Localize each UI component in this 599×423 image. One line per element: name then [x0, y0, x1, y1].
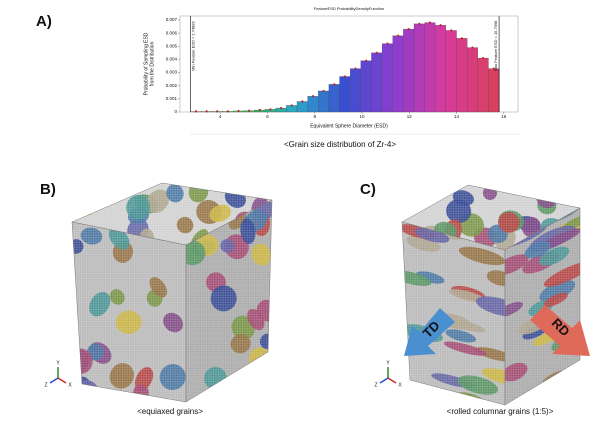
bar-marker — [408, 28, 410, 30]
triad-axis — [388, 378, 396, 383]
bar-marker — [216, 110, 218, 112]
bar-marker — [312, 95, 314, 97]
bar-marker — [376, 52, 378, 54]
bar — [488, 69, 499, 112]
histogram: FeatureESD ProbabilityDensityFunction Equ… — [143, 6, 518, 129]
bar-marker — [269, 108, 271, 110]
bar — [382, 44, 393, 112]
bar-marker — [439, 24, 441, 26]
y-tick-label: 0.005 — [166, 43, 178, 48]
triad-label: Z — [374, 382, 377, 388]
mesh — [72, 222, 186, 402]
caption: <rolled columnar grains (1:5)> — [447, 407, 554, 416]
bar — [457, 38, 468, 112]
figure: A) B) C) <Grain size distribution of Zr-… — [0, 0, 599, 423]
x-tick-label: 12 — [407, 114, 413, 119]
bar-marker — [259, 109, 261, 111]
caption: <equiaxed grains> — [137, 407, 203, 416]
bar — [297, 101, 308, 112]
bar — [425, 23, 436, 112]
annotation-text: Min Feature ESD = 2.74882 — [191, 20, 196, 70]
bar — [414, 24, 425, 112]
y-tick-label: 0.002 — [166, 83, 178, 88]
y-tick-label: 0.004 — [166, 57, 178, 62]
bar-marker — [482, 57, 484, 59]
x-tick-label: 8 — [313, 114, 316, 119]
x-tick-label: 6 — [266, 114, 269, 119]
bar — [318, 91, 329, 112]
bar-marker — [450, 29, 452, 31]
x-tick-label: 16 — [501, 114, 507, 119]
panel-label: C) — [360, 181, 376, 198]
triad-axis — [380, 378, 388, 383]
grain — [242, 174, 266, 198]
bar — [329, 84, 340, 112]
chart-title: FeatureESD ProbabilityDensityFunction — [314, 6, 384, 11]
bar-marker — [386, 43, 388, 45]
panel-label: B) — [40, 181, 56, 198]
bar-marker — [365, 60, 367, 62]
bar — [446, 30, 457, 112]
bar-marker — [429, 21, 431, 23]
caption: <Grain size distribution of Zr-4> — [284, 140, 396, 149]
triad-label: X — [68, 382, 72, 388]
x-axis-label: Equivalent Sphere Diameter (ESD) — [310, 123, 388, 129]
bar — [371, 53, 382, 112]
y-tick-label: 0 — [174, 109, 177, 114]
annotation-text: Max Feature ESD = 15.7998 — [493, 20, 498, 72]
bar-marker — [354, 68, 356, 70]
grain — [72, 188, 96, 213]
x-tick-label: 4 — [219, 114, 222, 119]
grain — [540, 178, 560, 197]
bar-marker — [227, 110, 229, 112]
bar-marker — [322, 90, 324, 92]
bar — [478, 58, 489, 112]
y-tick-label: 0.006 — [166, 30, 178, 35]
grain — [65, 189, 82, 207]
bar-marker — [237, 110, 239, 112]
bar — [403, 29, 414, 112]
triad-axis — [58, 378, 66, 383]
bar-marker — [205, 110, 207, 112]
mesh — [402, 222, 505, 405]
triad-label: X — [398, 382, 402, 388]
bar — [435, 25, 446, 112]
triad-axis — [50, 378, 58, 383]
x-tick-label: 10 — [359, 114, 365, 119]
bar-marker — [418, 23, 420, 25]
triad-label: Y — [386, 360, 390, 366]
bar — [308, 96, 319, 112]
bar-marker — [471, 46, 473, 48]
bar-marker — [344, 75, 346, 77]
bar — [467, 48, 478, 112]
bar — [350, 69, 361, 112]
y-tick-label: 0.007 — [166, 17, 178, 22]
bar — [340, 76, 351, 112]
y-tick-label: 0.003 — [166, 70, 178, 75]
bar-marker — [333, 83, 335, 85]
bar-marker — [195, 110, 197, 112]
y-axis-label: from the Distribution — [149, 41, 155, 86]
bar-marker — [461, 37, 463, 39]
triad-label: Z — [44, 382, 47, 388]
y-tick-label: 0.001 — [166, 96, 178, 101]
triad-label: Y — [56, 360, 60, 366]
bar-marker — [291, 104, 293, 106]
bar — [393, 36, 404, 112]
bar — [361, 61, 372, 112]
bar-marker — [397, 35, 399, 37]
bar-marker — [301, 100, 303, 102]
bar-marker — [248, 110, 250, 112]
panel-label: A) — [36, 13, 52, 30]
bar-marker — [280, 107, 282, 109]
x-tick-label: 14 — [454, 114, 460, 119]
